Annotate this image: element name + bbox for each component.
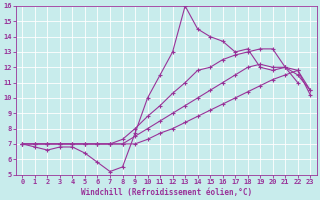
X-axis label: Windchill (Refroidissement éolien,°C): Windchill (Refroidissement éolien,°C) (81, 188, 252, 197)
